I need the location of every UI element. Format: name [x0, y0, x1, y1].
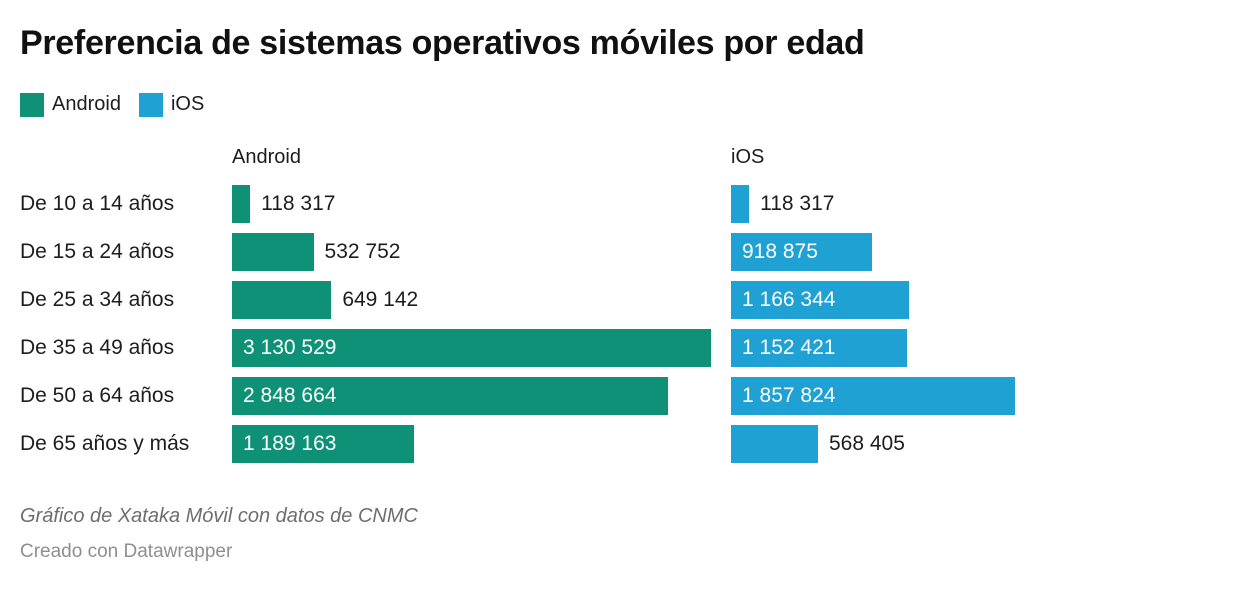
android-bar — [232, 280, 332, 319]
android-bar-cell: 532 752 — [232, 232, 711, 271]
ios-column-header: iOS — [731, 146, 765, 168]
bar-value-label: 2 848 664 — [243, 383, 337, 407]
android-bar: 3 130 529 — [232, 328, 711, 367]
bar-value-label: 568 405 — [828, 431, 905, 455]
bar-value-label: 1 857 824 — [742, 383, 836, 407]
chart-area: Android iOS De 10 a 14 años 118 317 118 31… — [20, 145, 1210, 463]
footer-datawrapper-credit: Creado con Datawrapper — [20, 540, 233, 562]
legend-label: Android — [52, 93, 121, 115]
legend-label: iOS — [170, 93, 205, 115]
chart-row: De 65 años y más 1 189 163 568 405 — [20, 424, 1210, 463]
category-label: De 10 a 14 años — [20, 191, 175, 215]
bar-value-label: 532 752 — [324, 239, 401, 263]
android-bar-cell: 2 848 664 — [232, 376, 711, 415]
android-bar-cell: 1 189 163 — [232, 424, 711, 463]
legend-swatch-android — [20, 92, 44, 117]
legend-item-ios: iOS — [138, 92, 205, 117]
footer: Gráfico de Xataka Móvil con datos de CNM… — [20, 505, 1210, 563]
android-bar — [232, 184, 251, 223]
ios-bar-cell: 1 152 421 — [731, 328, 1210, 367]
chart-container: Preferencia de sistemas operativos móvil… — [20, 24, 1210, 563]
ios-bar-cell: 918 875 — [731, 232, 1210, 271]
category-label: De 25 a 34 años — [20, 287, 175, 311]
android-bar: 1 189 163 — [232, 424, 414, 463]
bar-value-label: 3 130 529 — [243, 335, 337, 359]
chart-row: De 50 a 64 años 2 848 664 1 857 824 — [20, 376, 1210, 415]
bar-value-label: 118 317 — [760, 191, 835, 215]
ios-bar: 1 857 824 — [731, 376, 1016, 415]
bar-value-label: 918 875 — [742, 239, 818, 263]
ios-bar-cell: 1 166 344 — [731, 280, 1210, 319]
chart-row: De 15 a 24 años 532 752 918 875 — [20, 232, 1210, 271]
legend: Android iOS — [20, 92, 1210, 117]
ios-bar-cell: 118 317 — [731, 184, 1210, 223]
android-bar: 2 848 664 — [232, 376, 668, 415]
bar-value-label: 1 152 421 — [742, 335, 836, 359]
chart-row: De 25 a 34 años 649 142 1 166 344 — [20, 280, 1210, 319]
bar-value-label: 118 317 — [261, 191, 336, 215]
android-bar-cell: 118 317 — [232, 184, 711, 223]
chart-title: Preferencia de sistemas operativos móvil… — [20, 24, 865, 62]
chart-row: De 35 a 49 años 3 130 529 1 152 421 — [20, 328, 1210, 367]
ios-bar — [731, 424, 818, 463]
ios-bar — [731, 184, 750, 223]
bar-value-label: 649 142 — [342, 287, 419, 311]
footer-source-note: Gráfico de Xataka Móvil con datos de CNM… — [20, 504, 418, 527]
android-bar — [232, 232, 314, 271]
legend-swatch-ios — [138, 92, 163, 117]
ios-bar-cell: 1 857 824 — [731, 376, 1210, 415]
legend-item-android: Android — [20, 92, 121, 117]
chart-row: De 10 a 14 años 118 317 118 317 — [20, 184, 1210, 223]
category-label: De 50 a 64 años — [20, 383, 175, 407]
android-column-header: Android — [232, 146, 301, 168]
bar-value-label: 1 166 344 — [742, 287, 836, 311]
chart-rows: De 10 a 14 años 118 317 118 317 De 15 a 24 … — [20, 184, 1210, 463]
ios-bar: 1 152 421 — [731, 328, 908, 367]
android-bar-cell: 649 142 — [232, 280, 711, 319]
category-label: De 65 años y más — [20, 431, 190, 455]
category-label: De 15 a 24 años — [20, 239, 175, 263]
ios-bar: 918 875 — [731, 232, 872, 271]
bar-value-label: 1 189 163 — [243, 431, 337, 455]
android-bar-cell: 3 130 529 — [232, 328, 711, 367]
ios-bar-cell: 568 405 — [731, 424, 1210, 463]
column-headers: Android iOS — [20, 145, 1210, 171]
category-label: De 35 a 49 años — [20, 335, 175, 359]
ios-bar: 1 166 344 — [731, 280, 910, 319]
